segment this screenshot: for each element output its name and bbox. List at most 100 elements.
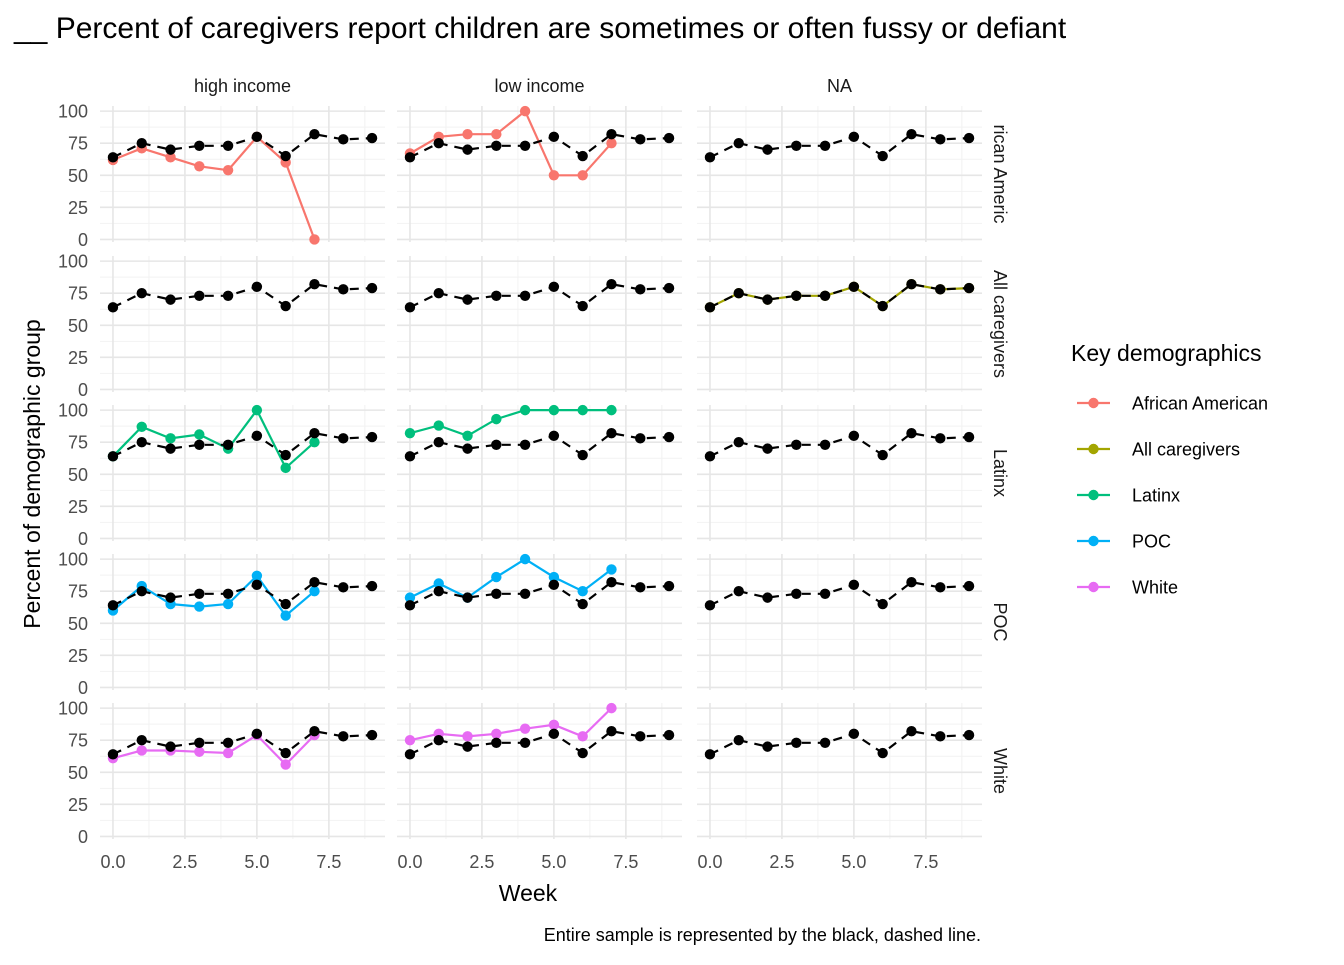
reference-point: [165, 443, 176, 454]
data-point: [606, 404, 617, 416]
data-point: [491, 728, 502, 739]
reference-point: [222, 140, 234, 151]
reference-line: [112, 730, 373, 756]
y-tick-label: 25: [68, 795, 88, 815]
data-point: [548, 404, 560, 416]
reference-point: [366, 132, 378, 144]
y-tick-label: 50: [68, 166, 88, 186]
facet-panel: [100, 703, 385, 839]
data-point: [548, 719, 560, 731]
reference-point: [194, 588, 205, 599]
x-tick-label: 0.0: [697, 852, 722, 872]
facet-panel: [100, 256, 385, 392]
reference-line: [709, 283, 970, 309]
reference-point: [251, 281, 263, 292]
reference-point: [404, 749, 416, 760]
x-tick-label: 7.5: [913, 852, 938, 872]
data-point: [519, 723, 531, 734]
facet-panel: [100, 554, 385, 690]
legend-key-point: [1088, 489, 1099, 501]
reference-point: [462, 592, 473, 603]
reference-point: [338, 284, 349, 295]
reference-point: [635, 433, 646, 444]
data-point: [491, 129, 502, 140]
reference-line: [409, 283, 670, 309]
reference-point: [606, 577, 617, 588]
reference-point: [877, 449, 888, 461]
y-tick-label: 0: [78, 827, 88, 847]
y-tick-label: 25: [68, 646, 88, 666]
reference-point: [663, 282, 675, 294]
reference-point: [963, 431, 975, 443]
reference-point: [491, 290, 502, 301]
legend-item: White: [1077, 578, 1178, 598]
reference-point: [366, 431, 378, 443]
reference-point: [606, 726, 617, 737]
y-tick-label: 75: [68, 284, 88, 304]
reference-point: [136, 288, 147, 299]
reference-point: [635, 731, 646, 742]
reference-line: [112, 581, 373, 607]
reference-point: [222, 439, 234, 450]
reference-point: [733, 138, 744, 149]
row-facet-strip: White: [990, 748, 1010, 794]
reference-point: [309, 577, 320, 588]
reference-point: [704, 749, 716, 760]
reference-point: [935, 134, 946, 145]
y-tick-label: 100: [58, 550, 88, 570]
x-tick-label: 7.5: [316, 852, 341, 872]
reference-point: [165, 741, 176, 752]
y-tick-label: 100: [58, 699, 88, 719]
reference-point: [577, 449, 588, 461]
reference-point: [338, 433, 349, 444]
reference-point: [935, 284, 946, 295]
reference-point: [548, 728, 560, 739]
reference-point: [366, 282, 378, 294]
reference-point: [165, 592, 176, 603]
reference-point: [194, 290, 205, 301]
facet-panel: [100, 404, 385, 541]
data-point: [280, 610, 291, 621]
data-point: [548, 571, 560, 583]
reference-point: [548, 579, 560, 590]
data-point: [606, 138, 617, 149]
reference-point: [606, 129, 617, 140]
chart-caption: Entire sample is represented by the blac…: [544, 925, 981, 945]
reference-point: [222, 588, 234, 599]
reference-point: [819, 737, 831, 748]
x-tick-label: 5.0: [244, 852, 269, 872]
data-point: [491, 413, 502, 425]
reference-point: [762, 144, 773, 155]
legend-key-point: [1088, 581, 1099, 593]
reference-point: [663, 132, 675, 144]
reference-point: [309, 279, 320, 290]
y-tick-label: 50: [68, 316, 88, 336]
reference-point: [165, 294, 176, 305]
facet-panel: [100, 106, 385, 245]
reference-point: [433, 735, 444, 746]
x-tick-label: 2.5: [769, 852, 794, 872]
y-tick-label: 50: [68, 763, 88, 783]
reference-point: [251, 131, 263, 142]
reference-point: [433, 288, 444, 299]
data-point: [519, 553, 531, 565]
reference-point: [733, 288, 744, 299]
facet-panel: [397, 105, 682, 242]
reference-point: [848, 281, 860, 292]
data-point: [577, 731, 588, 742]
col-facet-label: NA: [827, 76, 852, 96]
x-tick-label: 2.5: [469, 852, 494, 872]
legend-label: Latinx: [1132, 486, 1180, 506]
data-point: [433, 420, 444, 431]
legend-item: All caregivers: [1077, 440, 1240, 460]
reference-point: [733, 735, 744, 746]
data-point: [136, 745, 147, 756]
y-tick-label: 75: [68, 433, 88, 453]
y-tick-label: 100: [58, 252, 88, 272]
data-point: [165, 433, 176, 444]
legend-label: POC: [1132, 532, 1171, 552]
y-tick-label: 25: [68, 348, 88, 368]
reference-point: [877, 150, 888, 162]
row-facet-strip: rican Americ: [990, 124, 1010, 223]
y-tick-label: 0: [78, 380, 88, 400]
